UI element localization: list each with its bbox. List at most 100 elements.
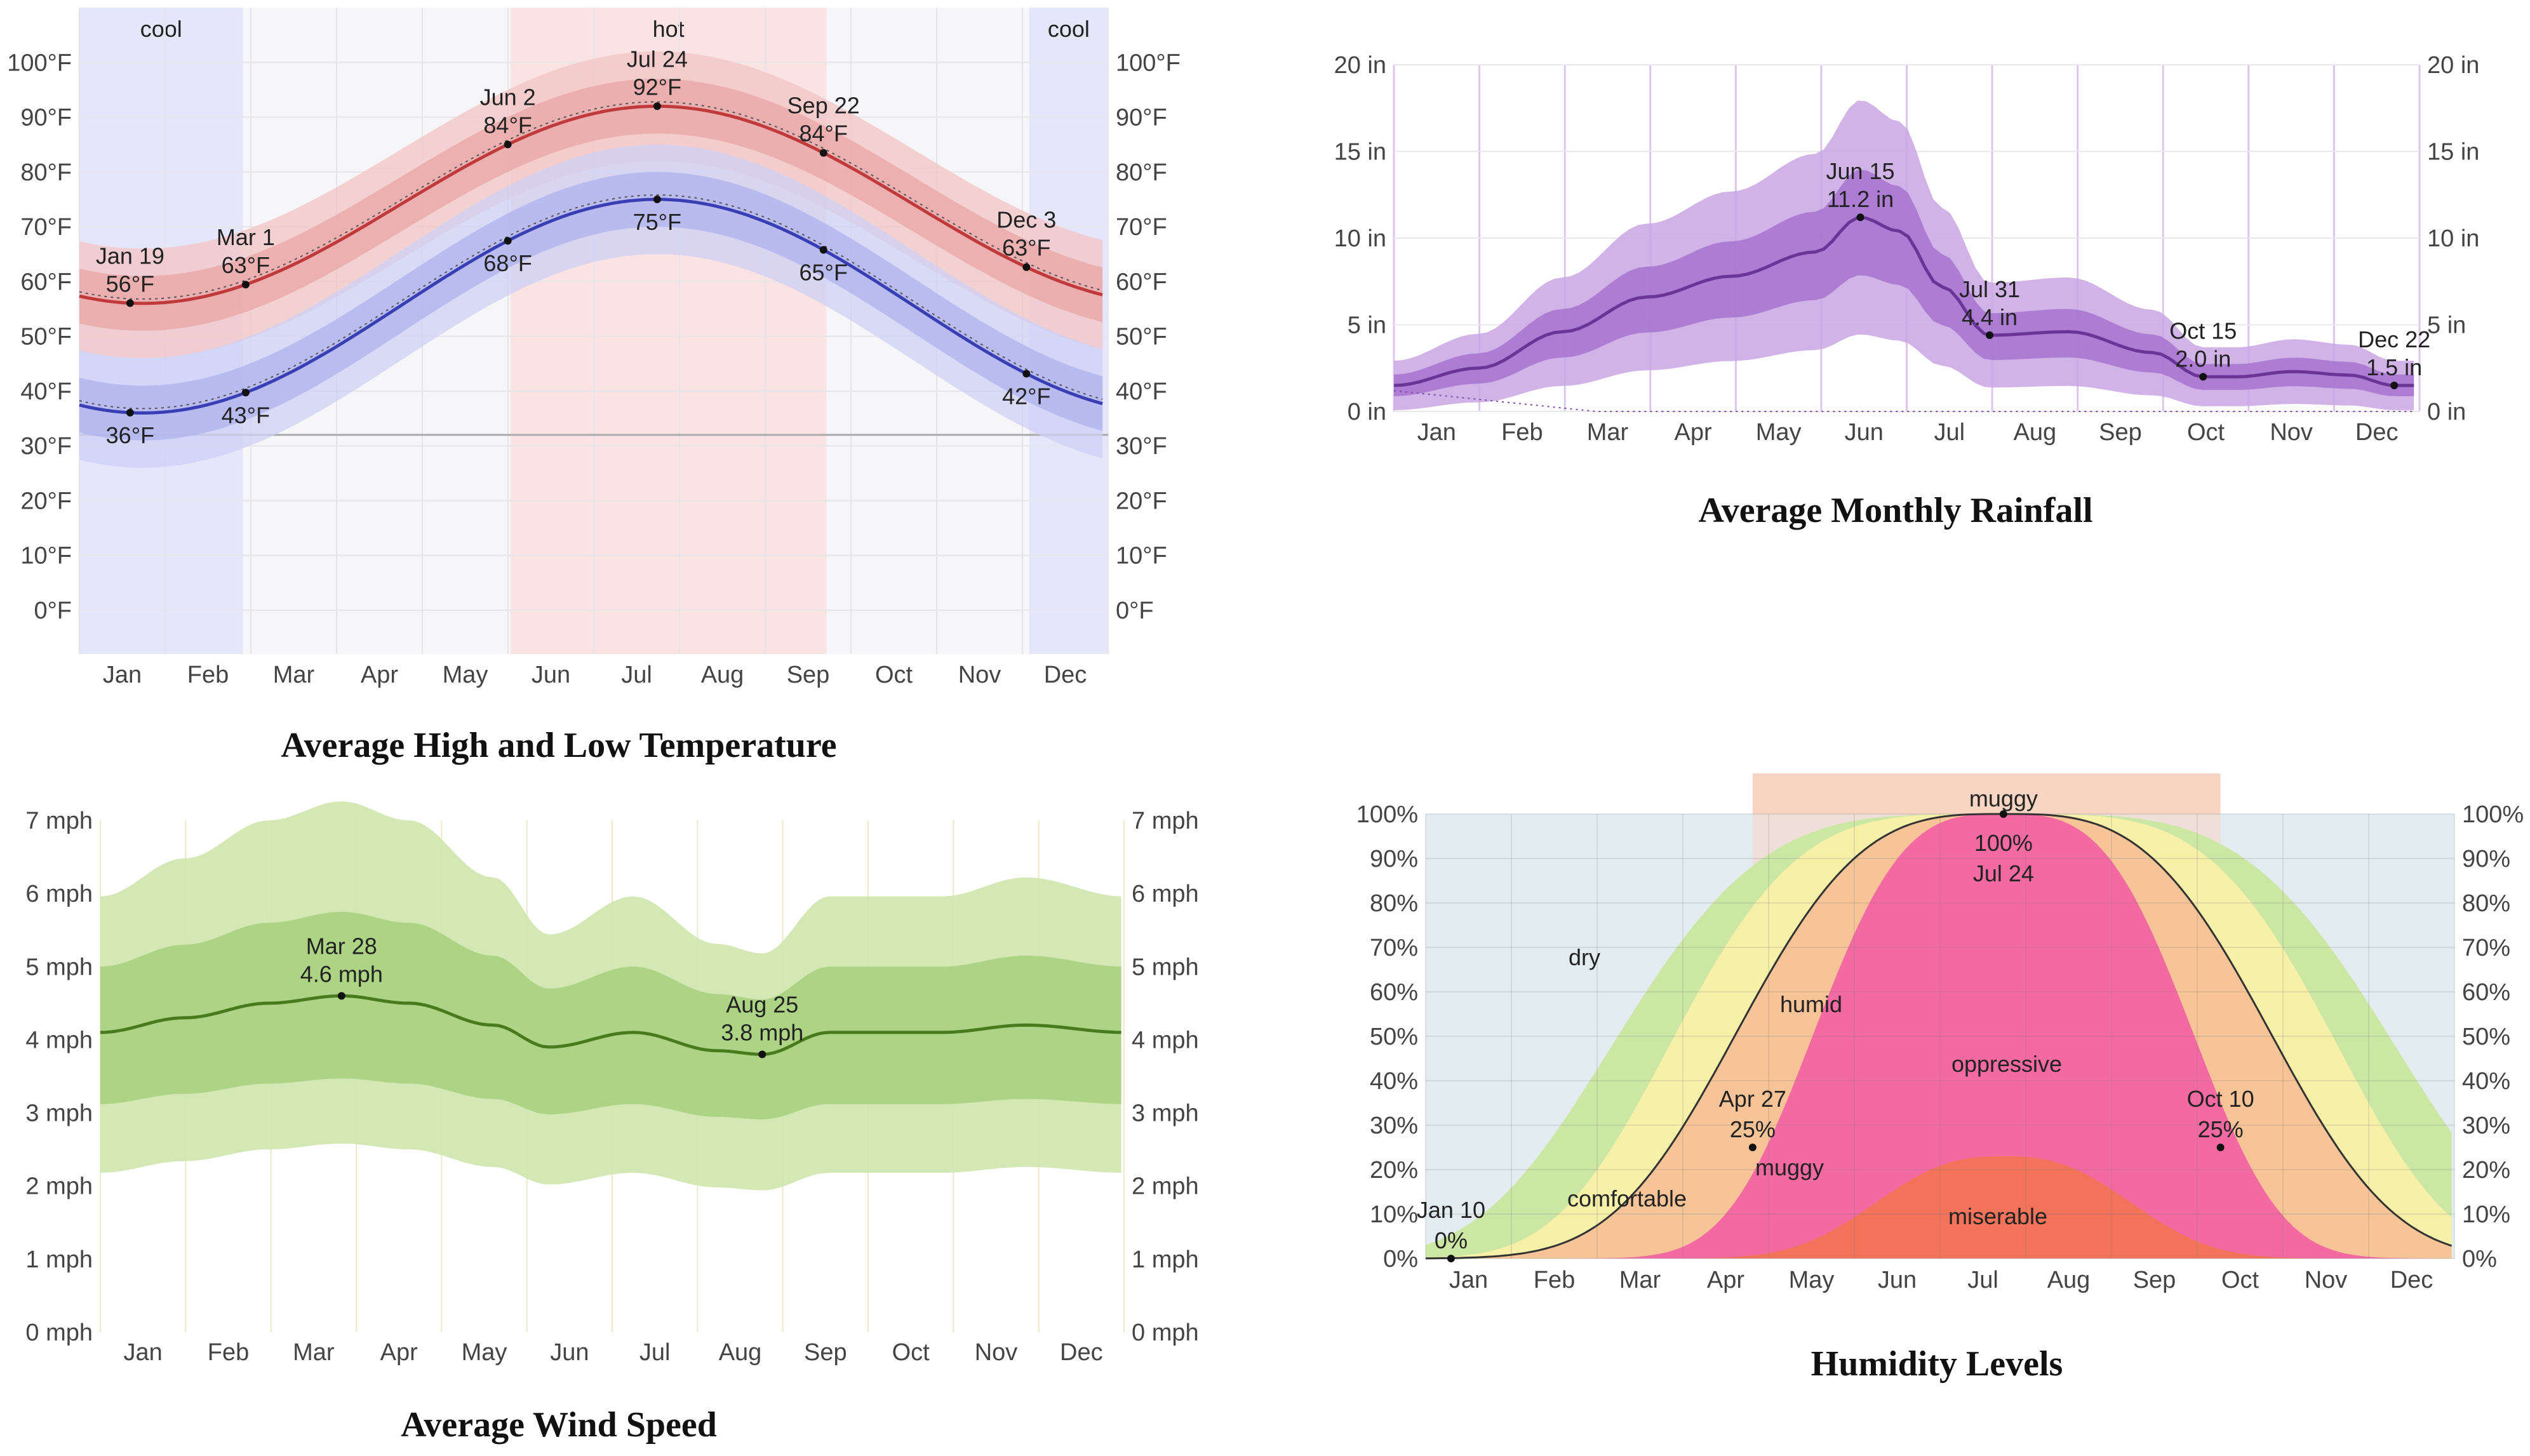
y-tick-label-right: 30% bbox=[2462, 1112, 2510, 1139]
x-tick-label: Apr bbox=[1674, 419, 1711, 446]
y-tick-label-right: 2 mph bbox=[1132, 1173, 1199, 1200]
temperature-annotation-point bbox=[126, 299, 134, 307]
y-tick-label-right: 50% bbox=[2462, 1024, 2510, 1050]
temperature-annotation-point bbox=[241, 389, 250, 397]
humidity-annotation-label: 100% bbox=[1974, 830, 2033, 856]
temperature-guide bbox=[79, 190, 1103, 405]
temperature-annotation-point bbox=[504, 237, 512, 245]
wind-annotation-label: 4.6 mph bbox=[300, 961, 383, 987]
y-tick-label-left: 90% bbox=[1370, 846, 1418, 872]
y-tick-label-left: 15 in bbox=[1334, 139, 1386, 166]
y-tick-label-left: 0°F bbox=[34, 598, 72, 624]
x-tick-label: Dec bbox=[2390, 1267, 2433, 1293]
temperature-annotation-point bbox=[653, 195, 661, 203]
x-tick-label: Sep bbox=[787, 662, 830, 688]
temperature-guide bbox=[79, 98, 1103, 295]
wind-chart-title: Average Wind Speed bbox=[401, 1405, 717, 1445]
y-tick-label-left: 30°F bbox=[20, 433, 72, 460]
y-tick-label-right: 100°F bbox=[1116, 50, 1181, 76]
x-tick-label: Feb bbox=[187, 662, 229, 688]
temperature-annotation-label: 36°F bbox=[106, 422, 154, 448]
muggy-band-label: muggy bbox=[1969, 785, 2038, 811]
x-tick-label: Oct bbox=[2221, 1267, 2259, 1293]
y-tick-label-left: 20 in bbox=[1334, 52, 1386, 79]
humidity-annotation-point bbox=[1999, 810, 2007, 818]
y-tick-label-right: 80°F bbox=[1116, 159, 1167, 186]
y-tick-label-left: 10 in bbox=[1334, 225, 1386, 252]
x-tick-label: Jun bbox=[1845, 419, 1884, 446]
humidity-annotation-point bbox=[1748, 1144, 1757, 1151]
temperature-annotation-point bbox=[819, 246, 827, 254]
y-tick-label-right: 20 in bbox=[2427, 52, 2479, 79]
y-tick-label-left: 50% bbox=[1370, 1024, 1418, 1050]
x-tick-label: Jan bbox=[1449, 1267, 1488, 1293]
rainfall-annotation-label: 2.0 in bbox=[2175, 345, 2231, 371]
y-tick-label-right: 50°F bbox=[1116, 324, 1167, 351]
rainfall-annotation-point bbox=[2199, 373, 2207, 381]
rainfall-chart-title: Average Monthly Rainfall bbox=[1698, 491, 2092, 530]
wind-annotation-point bbox=[758, 1050, 766, 1059]
humidity-region-label: muggy bbox=[1755, 1154, 1824, 1180]
temperature-annotation-label: 43°F bbox=[222, 402, 270, 428]
x-tick-label: Dec bbox=[1060, 1339, 1103, 1366]
y-tick-label-left: 70% bbox=[1370, 935, 1418, 961]
temperature-outer-band bbox=[79, 144, 1103, 468]
humidity-annotation-point bbox=[1447, 1255, 1455, 1262]
y-tick-label-left: 0 mph bbox=[25, 1319, 93, 1346]
y-tick-label-left: 0% bbox=[1383, 1246, 1418, 1272]
y-tick-label-right: 6 mph bbox=[1132, 881, 1199, 907]
y-tick-label-left: 0 in bbox=[1348, 399, 1386, 425]
x-tick-label: Jul bbox=[1934, 419, 1965, 446]
x-tick-label: Aug bbox=[2047, 1267, 2091, 1293]
y-tick-label-left: 80°F bbox=[20, 159, 72, 186]
humidity-annotation-label: Jul 24 bbox=[1973, 860, 2034, 886]
y-tick-label-left: 30% bbox=[1370, 1112, 1418, 1139]
x-tick-label: Aug bbox=[701, 662, 744, 688]
x-tick-label: Feb bbox=[208, 1339, 249, 1366]
wind-annotation-label: Aug 25 bbox=[726, 991, 798, 1017]
x-tick-label: May bbox=[1789, 1267, 1835, 1293]
y-tick-label-left: 1 mph bbox=[25, 1246, 93, 1273]
temperature-annotation-point bbox=[241, 281, 250, 289]
temperature-annotation-label: Dec 3 bbox=[996, 207, 1056, 233]
y-tick-label-left: 100% bbox=[1356, 801, 1418, 828]
temperature-annotation-point bbox=[1022, 263, 1031, 271]
y-tick-label-right: 70% bbox=[2462, 935, 2510, 961]
y-tick-label-right: 20% bbox=[2462, 1157, 2510, 1184]
x-tick-label: Jan bbox=[1417, 419, 1456, 446]
x-tick-label: Jun bbox=[1878, 1267, 1917, 1293]
x-tick-label: Apr bbox=[361, 662, 398, 688]
x-tick-label: Nov bbox=[2270, 419, 2313, 446]
temperature-annotation-label: Mar 1 bbox=[217, 224, 275, 250]
y-tick-label-right: 4 mph bbox=[1132, 1027, 1199, 1053]
x-tick-label: Jul bbox=[621, 662, 652, 688]
x-tick-label: Jan bbox=[103, 662, 142, 688]
wind-inner-band bbox=[100, 911, 1121, 1119]
rainfall-line bbox=[1393, 216, 2414, 387]
humidity-annotation-label: Jan 10 bbox=[1417, 1197, 1485, 1223]
humidity-plot: 0% 0% 10% 10% 20% 20% 30% 30% 40% 40% 50% 50% 60% 60%… bbox=[1356, 773, 2524, 1293]
y-tick-label-left: 40% bbox=[1370, 1068, 1418, 1095]
y-tick-label-right: 20°F bbox=[1116, 488, 1167, 514]
rainfall-annotation-point bbox=[1856, 213, 1864, 222]
y-tick-label-right: 15 in bbox=[2427, 139, 2479, 166]
y-tick-label-right: 30°F bbox=[1116, 433, 1167, 460]
y-tick-label-right: 0°F bbox=[1116, 598, 1154, 624]
x-tick-label: Nov bbox=[2305, 1267, 2348, 1293]
x-tick-label: May bbox=[462, 1339, 507, 1366]
temperature-annotation-point bbox=[126, 408, 134, 417]
y-tick-label-right: 5 in bbox=[2427, 312, 2466, 339]
oppressive-area bbox=[1426, 814, 2452, 1259]
x-tick-label: Dec bbox=[2355, 419, 2399, 446]
y-tick-label-left: 2 mph bbox=[25, 1173, 93, 1200]
humidity-chart-title: Humidity Levels bbox=[1811, 1344, 2063, 1384]
y-tick-label-left: 5 in bbox=[1348, 312, 1386, 339]
rainfall-plot: 0 in 0 in 5 in 5 in 10 in 10 in 15 in 15 in 20 i… bbox=[1334, 52, 2480, 446]
x-tick-label: Nov bbox=[975, 1339, 1018, 1366]
y-tick-label-right: 0 mph bbox=[1132, 1319, 1199, 1346]
y-tick-label-right: 1 mph bbox=[1132, 1246, 1199, 1273]
y-tick-label-left: 100°F bbox=[7, 50, 72, 76]
y-tick-label-right: 10°F bbox=[1116, 543, 1167, 570]
y-tick-label-left: 10% bbox=[1370, 1201, 1418, 1228]
x-tick-label: Jun bbox=[550, 1339, 589, 1366]
